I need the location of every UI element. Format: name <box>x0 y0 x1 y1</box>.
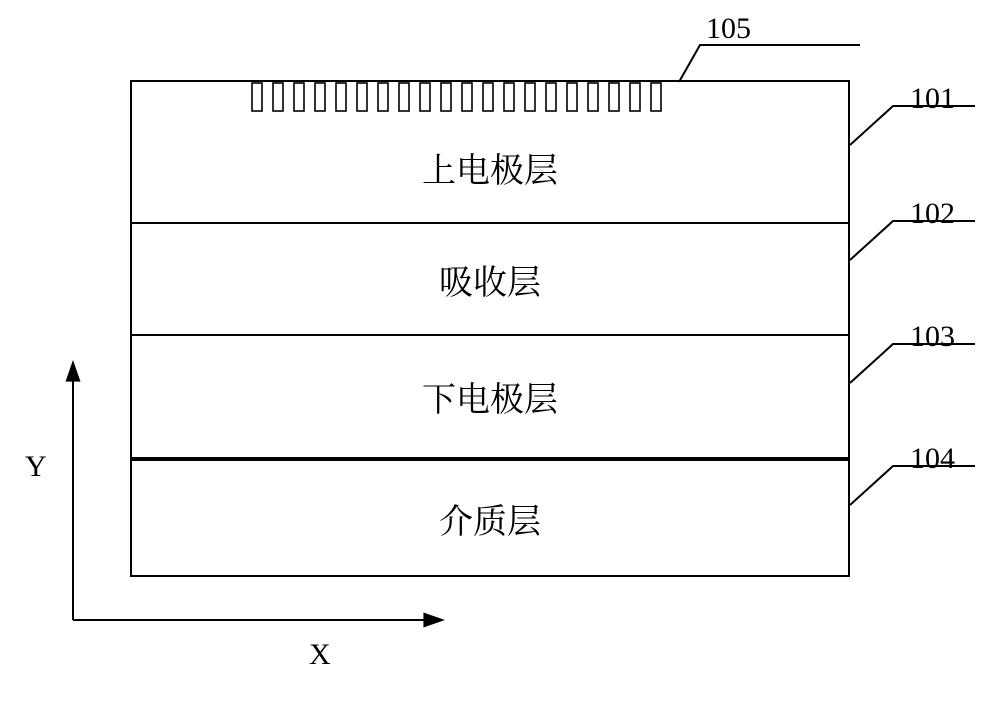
diagram-canvas: 上电极层吸收层下电极层介质层 105101102103104 Y X <box>0 0 1000 705</box>
x-axis-label: X <box>309 638 331 672</box>
axes <box>0 0 1000 705</box>
y-axis-label: Y <box>25 450 47 484</box>
